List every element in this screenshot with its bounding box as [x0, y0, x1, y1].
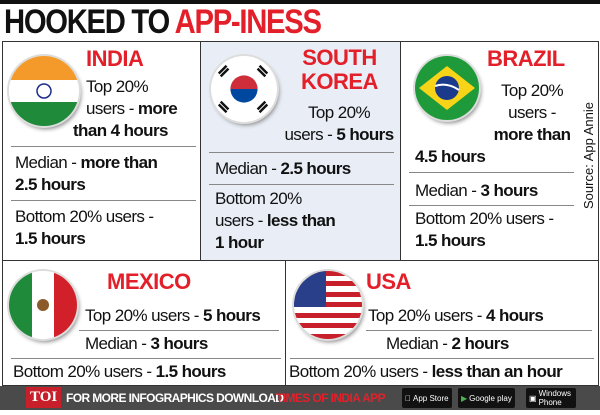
- footer-bar: TOI FOR MORE INFOGRAPHICS DOWNLOAD TIMES…: [0, 386, 600, 410]
- top-bar: [0, 0, 600, 4]
- country-name: MEXICO: [107, 269, 191, 294]
- median-stat: Median - 3 hours: [85, 334, 208, 353]
- top-stat: Top 20%: [86, 77, 149, 96]
- median-stat: Median - 2.5 hours: [215, 159, 351, 178]
- google-play-label: Google play: [469, 393, 512, 403]
- bottom-stat: Bottom 20% users -1.5 hours: [15, 207, 154, 248]
- top-stat: Top 20% users - 4 hours: [368, 306, 544, 325]
- divider: [209, 152, 394, 153]
- divider: [209, 184, 394, 185]
- india-flag-icon: [9, 56, 79, 126]
- country-name: INDIA: [86, 46, 144, 71]
- play-icon: ▶: [461, 393, 468, 403]
- divider: [409, 205, 574, 206]
- median-stat: Median - 2 hours: [386, 334, 509, 353]
- usa-flag-icon: [294, 271, 362, 339]
- toi-app-link[interactable]: TIMES OF INDIA APP: [276, 391, 386, 405]
- source-label: Source: App Annie: [581, 102, 596, 209]
- divider: [11, 146, 196, 147]
- bottom-stat: Bottom 20% users - less than an hour: [289, 362, 563, 381]
- apple-icon: : [405, 394, 411, 403]
- top-stat: than 4 hours: [73, 121, 168, 140]
- usa-panel: USA Top 20% users - 4 hours Median - 2 h…: [285, 260, 599, 386]
- google-play-badge[interactable]: ▶ Google play: [458, 388, 515, 408]
- bottom-stat: Bottom 20% users - less than 1 hour: [215, 189, 336, 252]
- windows-phone-label: Windows Phone: [538, 389, 572, 407]
- top-stat: Top 20% users - 5 hours: [85, 306, 261, 325]
- top-stat: Top 20% users - more than: [493, 81, 571, 144]
- toi-logo: TOI: [26, 387, 62, 408]
- mexico-panel: MEXICO Top 20% users - 5 hours Median - …: [2, 260, 286, 386]
- divider: [11, 358, 281, 359]
- windows-icon: ▣: [529, 393, 537, 403]
- divider: [79, 330, 279, 331]
- divider: [290, 358, 594, 359]
- divider: [366, 330, 592, 331]
- country-name: BRAZIL: [487, 46, 565, 71]
- divider: [409, 172, 574, 173]
- country-name: USA: [366, 269, 411, 294]
- south-korea-flag-icon: [211, 56, 277, 122]
- top-stat: users - more: [86, 99, 178, 118]
- top-stat: Top 20% users - 5 hours: [284, 103, 394, 144]
- mexico-flag-icon: [9, 271, 77, 339]
- title-red: APP-INESS: [174, 3, 322, 41]
- app-store-label: App Store: [407, 393, 449, 403]
- windows-phone-badge[interactable]: ▣ Windows Phone: [526, 388, 576, 408]
- brazil-panel: BRAZIL Top 20% users - more than 4.5 hours…: [400, 41, 599, 261]
- bottom-stat: Bottom 20% users - 1.5 hours: [13, 362, 226, 381]
- app-store-badge[interactable]: App Store: [402, 388, 452, 408]
- brazil-flag-icon: [415, 56, 479, 120]
- bottom-stat: Bottom 20% users -1.5 hours: [415, 209, 554, 250]
- median-stat: Median - 3 hours: [415, 181, 538, 200]
- south-korea-panel: SOUTH KOREA Top 20% users - 5 hours Median…: [200, 41, 401, 261]
- country-name: SOUTH KOREA: [301, 45, 378, 94]
- top-stat: 4.5 hours: [415, 147, 486, 166]
- divider: [11, 200, 196, 201]
- title-black: HOOKED TO: [4, 3, 175, 41]
- median-stat: Median - more than 2.5 hours: [15, 153, 158, 194]
- footer-text: FOR MORE INFOGRAPHICS DOWNLOAD: [66, 391, 284, 405]
- page-title: HOOKED TO APP-INESS: [4, 3, 322, 42]
- india-panel: INDIA Top 20% users - more than 4 hours …: [2, 41, 201, 261]
